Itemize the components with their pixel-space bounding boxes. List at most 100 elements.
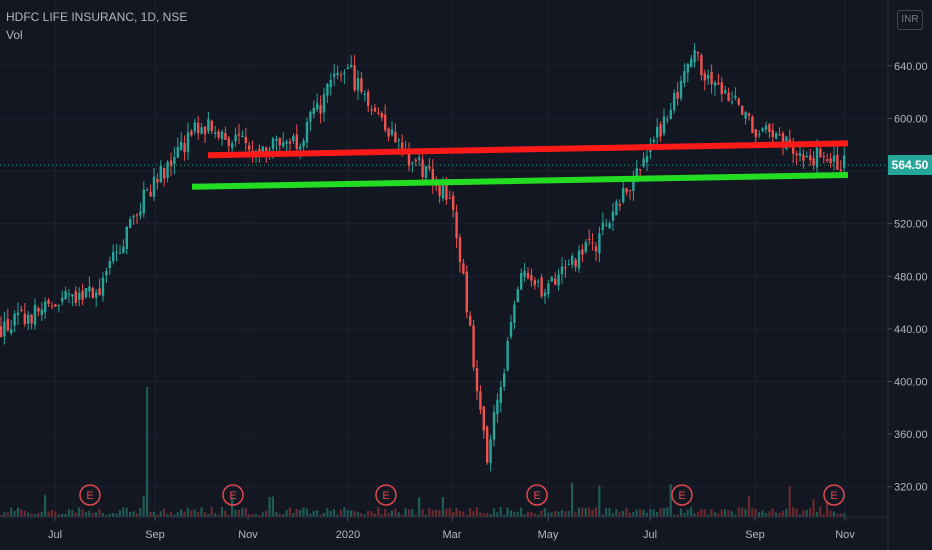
candle-body	[23, 313, 26, 324]
volume-bar	[169, 511, 172, 517]
volume-bar	[3, 512, 6, 517]
volume-bar	[312, 510, 315, 517]
candle-body	[761, 128, 764, 132]
volume-bar	[146, 387, 149, 517]
volume-bar	[662, 507, 665, 517]
volume-bar	[475, 507, 478, 517]
earnings-marker[interactable]	[823, 484, 845, 506]
volume-bar	[625, 507, 628, 517]
volume-bar	[356, 512, 359, 517]
currency-badge[interactable]: INR	[897, 10, 923, 30]
candle-body	[57, 305, 60, 307]
candle-body	[118, 253, 122, 255]
volume-bar	[203, 512, 206, 517]
volume-bar	[775, 512, 778, 517]
candle-body	[710, 71, 713, 85]
candle-body	[363, 93, 366, 96]
earnings-marker[interactable]	[222, 484, 244, 506]
volume-bar	[152, 511, 155, 517]
candle-body	[414, 159, 417, 162]
volume-bar	[224, 510, 227, 517]
candle-body	[27, 314, 30, 324]
candle-body	[394, 132, 397, 143]
candle-body	[584, 242, 587, 252]
candle-body	[421, 159, 424, 178]
volume-bar	[744, 509, 747, 517]
candle-body	[214, 132, 217, 134]
volume-bar	[180, 509, 183, 517]
volume-bar	[805, 509, 808, 517]
volume-bar	[819, 507, 822, 517]
candle-body	[152, 176, 156, 197]
volume-bar	[139, 508, 142, 517]
volume-bar	[292, 512, 295, 517]
candle-body	[37, 308, 40, 312]
candle-body	[686, 63, 689, 73]
candle-body	[285, 141, 288, 144]
earnings-marker-label: E	[830, 490, 837, 502]
candle-body	[690, 58, 693, 68]
volume-bar	[727, 509, 730, 517]
candle-body	[533, 280, 536, 286]
candle-body	[84, 288, 88, 298]
candle-body	[438, 185, 441, 196]
earnings-marker[interactable]	[375, 484, 397, 506]
y-tick-label: 360.00	[894, 429, 928, 441]
earnings-marker[interactable]	[671, 484, 693, 506]
candle-body	[295, 134, 298, 150]
volume-bar	[465, 514, 468, 517]
volume-bar	[207, 514, 210, 517]
candle-body	[217, 131, 220, 138]
candle-body	[54, 304, 57, 307]
x-tick-label: Sep	[745, 529, 765, 541]
candle-body	[268, 149, 271, 151]
volume-bar	[720, 509, 723, 517]
volume-bar	[710, 509, 713, 517]
candle-body	[248, 145, 251, 150]
volume-bar	[329, 510, 332, 517]
candle-body	[176, 146, 179, 158]
volume-bar	[843, 513, 846, 517]
candle-body	[316, 103, 319, 110]
volume-bar	[81, 509, 84, 517]
candle-body	[67, 293, 71, 295]
earnings-marker[interactable]	[79, 484, 101, 506]
volume-bar	[645, 512, 648, 517]
candle-body	[581, 249, 584, 255]
support-trendline[interactable]	[191, 171, 849, 190]
volume-bar	[778, 512, 781, 517]
y-tick-label: 480.00	[894, 271, 928, 283]
candle-body	[333, 73, 336, 77]
y-tick-label: 600.00	[894, 113, 928, 125]
volume-bar	[669, 484, 672, 517]
earnings-marker[interactable]	[526, 484, 548, 506]
trendlines[interactable]	[191, 140, 849, 190]
candle-body	[492, 412, 496, 440]
volume-bar	[676, 514, 679, 517]
candle-body	[278, 138, 281, 146]
time-axis[interactable]: Jul Sep Nov 2020 Mar May Jul Sep Nov	[48, 517, 855, 541]
candle-body	[778, 134, 781, 136]
candle-body	[282, 142, 285, 147]
resistance-trendline[interactable]	[207, 140, 849, 159]
symbol-title[interactable]: HDFC LIFE INSURANC, 1D, NSE	[6, 10, 188, 24]
volume-bar	[84, 512, 87, 517]
candle-body	[105, 271, 108, 276]
volume-bar	[64, 514, 67, 517]
candle-body	[741, 105, 744, 115]
volume-bar	[183, 511, 186, 517]
volume-bar	[768, 511, 771, 517]
volume-bar	[288, 507, 291, 517]
candle-body	[503, 373, 506, 387]
candle-body	[751, 116, 754, 133]
volume-bar	[10, 507, 13, 517]
volume-legend[interactable]: Vol	[6, 28, 23, 42]
candle-body	[360, 78, 363, 92]
candle-body	[645, 155, 649, 163]
candle-body	[775, 133, 778, 139]
volume-bar	[13, 510, 16, 517]
y-tick-label: 320.00	[894, 482, 928, 494]
volume-bar	[802, 510, 805, 517]
